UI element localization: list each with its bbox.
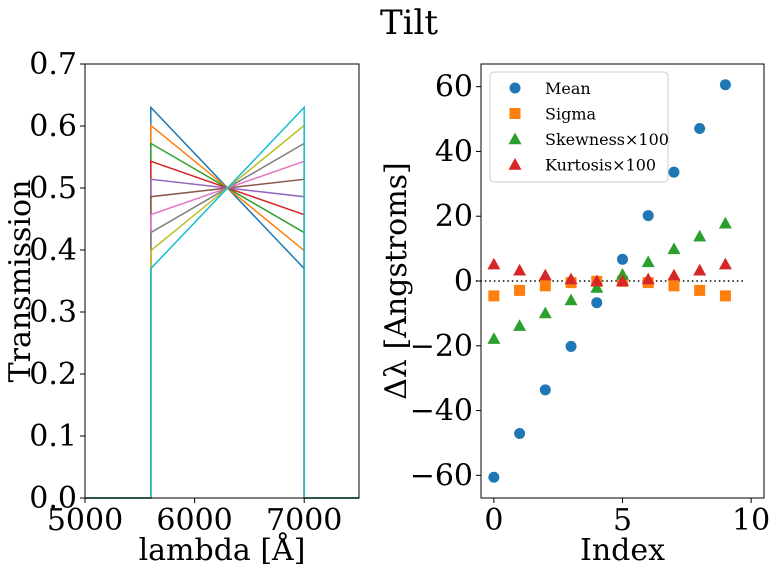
point-square-s2 xyxy=(694,284,706,296)
point-triangle-s3 xyxy=(616,268,629,280)
transmission-curve-6 xyxy=(85,178,359,499)
point-circle-s1 xyxy=(642,210,654,222)
point-triangle-s3 xyxy=(538,306,552,319)
point-circle-s1 xyxy=(719,79,731,91)
point-triangle-s4 xyxy=(641,272,655,285)
transmission-curve-4 xyxy=(85,160,359,499)
transmission-axes-frame xyxy=(84,63,360,499)
transmission-x-tick-label: 6000 xyxy=(156,503,232,538)
point-triangle-s4 xyxy=(667,268,681,281)
point-circle-s1 xyxy=(539,384,551,396)
point-triangle-s3 xyxy=(641,255,655,268)
legend-label-1: Mean xyxy=(545,79,591,98)
point-circle-s1 xyxy=(617,253,628,265)
point-circle-s1 xyxy=(591,297,603,309)
point-circle-s1 xyxy=(694,122,706,134)
point-circle-s1 xyxy=(488,471,500,483)
legend-label-4: Kurtosis×100 xyxy=(545,156,656,175)
point-square-s2 xyxy=(539,280,551,292)
legend: Mean Sigma Skewness×100 Kurtosis×100 xyxy=(489,71,669,183)
point-square-s2 xyxy=(719,290,731,302)
transmission-curve-7 xyxy=(85,160,359,499)
point-triangle-s4 xyxy=(513,263,527,276)
point-triangle-s4 xyxy=(590,274,604,287)
delta-lambda-y-tick-label: 40 xyxy=(435,134,473,169)
transmission-y-label: Transmission xyxy=(3,180,38,383)
delta-lambda-y-tick-label: −40 xyxy=(410,394,473,429)
legend-marker-3 xyxy=(508,132,522,145)
point-triangle-s3 xyxy=(590,281,604,293)
point-triangle-s3 xyxy=(487,332,501,344)
delta-lambda-y-tick-label: −60 xyxy=(410,458,473,493)
delta-lambda-y-tick-label: 60 xyxy=(435,70,473,105)
transmission-x-tick-label: 7000 xyxy=(266,503,342,538)
delta-lambda-axes-frame xyxy=(480,63,765,499)
delta-lambda-x-tick-label: 10 xyxy=(732,503,770,538)
delta-lambda-y-tick-label: 0 xyxy=(454,264,473,299)
transmission-x-tick-label: 5000 xyxy=(47,503,123,538)
point-triangle-s4 xyxy=(564,272,578,285)
transmission-curve-1 xyxy=(85,105,359,499)
point-triangle-s3 xyxy=(693,229,707,242)
transmission-x-label: lambda [Å] xyxy=(139,532,306,568)
legend-label-2: Sigma xyxy=(545,105,596,124)
delta-lambda-y-label: Δλ [Angstroms] xyxy=(379,162,414,400)
delta-lambda-x-tick-label: 0 xyxy=(484,503,503,538)
legend-marker-1 xyxy=(509,82,521,94)
delta-lambda-panel: 0 5 10 −60 −40 −20 0 20 40 60 Index Δλ [Angstroms… xyxy=(379,63,771,568)
point-circle-s1 xyxy=(565,340,577,352)
transmission-y-tick-label: 0.5 xyxy=(29,171,77,206)
figure-title: Tilt xyxy=(380,3,438,43)
point-circle-s1 xyxy=(668,166,680,178)
point-triangle-s4 xyxy=(487,257,501,270)
delta-lambda-y-tick-label: −20 xyxy=(410,329,473,364)
point-triangle-s3 xyxy=(513,319,527,331)
transmission-y-tick-label: 0.7 xyxy=(29,47,77,82)
point-triangle-s3 xyxy=(667,242,681,255)
transmission-y-tick-label: 0.2 xyxy=(29,357,77,392)
point-square-s2 xyxy=(668,280,680,292)
transmission-curve-10 xyxy=(85,105,359,499)
point-triangle-s4 xyxy=(616,274,629,287)
transmission-y-tick-label: 0.0 xyxy=(29,481,77,516)
transmission-y-tick-label: 0.6 xyxy=(29,109,77,144)
transmission-panel: 5000 6000 7000 0.0 0.1 0.2 0.3 0.4 0.5 0.6 0.7 lam… xyxy=(3,47,360,568)
transmission-y-tick-label: 0.3 xyxy=(29,295,77,330)
delta-lambda-y-tick-label: 20 xyxy=(435,199,473,234)
legend-box xyxy=(489,71,669,183)
legend-label-3: Skewness×100 xyxy=(545,130,669,149)
delta-lambda-axis-ticks: 0 5 10 −60 −40 −20 0 20 40 60 xyxy=(410,70,771,538)
point-triangle-s3 xyxy=(718,216,732,229)
transmission-curves xyxy=(85,105,359,499)
transmission-y-tick-label: 0.1 xyxy=(29,419,77,454)
delta-lambda-points xyxy=(487,79,732,483)
point-triangle-s3 xyxy=(564,293,578,306)
transmission-curve-8 xyxy=(85,142,359,499)
delta-lambda-x-tick-label: 5 xyxy=(613,503,632,538)
transmission-curve-3 xyxy=(85,142,359,499)
point-square-s2 xyxy=(514,284,526,296)
point-triangle-s4 xyxy=(693,263,707,276)
transmission-y-tick-label: 0.4 xyxy=(29,233,77,268)
point-triangle-s4 xyxy=(538,268,552,281)
point-circle-s1 xyxy=(514,428,526,440)
point-square-s2 xyxy=(488,290,500,302)
legend-marker-4 xyxy=(508,158,522,170)
point-triangle-s4 xyxy=(718,257,732,270)
legend-marker-2 xyxy=(509,108,521,119)
transmission-curve-5 xyxy=(85,178,359,499)
delta-lambda-x-label: Index xyxy=(580,533,665,568)
transmission-axis-ticks: 5000 6000 7000 0.0 0.1 0.2 0.3 0.4 0.5 0.6 0.7 xyxy=(29,47,342,538)
